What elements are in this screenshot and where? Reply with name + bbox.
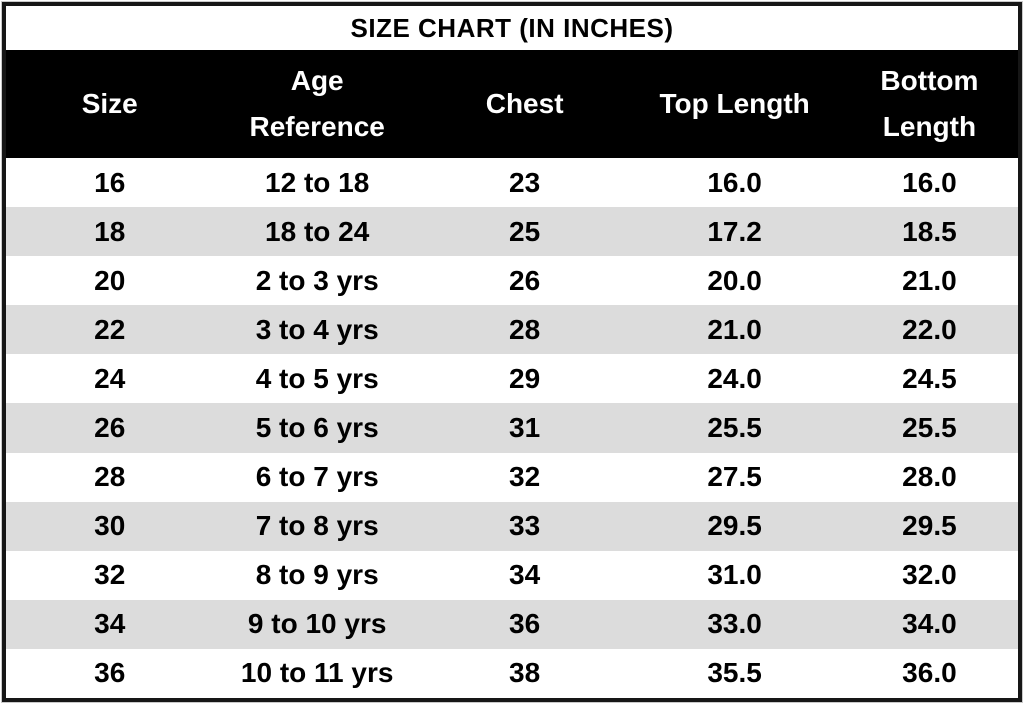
table-row: 22 3 to 4 yrs 28 21.0 22.0 <box>6 305 1018 355</box>
cell-chest: 28 <box>509 313 541 345</box>
cell-bottom-length: 22.0 <box>902 313 957 345</box>
cell-bottom-length: 29.5 <box>902 510 957 542</box>
table-row: 18 18 to 24 25 17.2 18.5 <box>6 207 1018 257</box>
cell-bottom-length: 25.5 <box>902 412 957 444</box>
cell-age-reference: 9 to 10 yrs <box>247 608 387 640</box>
cell-chest: 33 <box>509 510 541 542</box>
table-row: 20 2 to 3 yrs 26 20.0 21.0 <box>6 256 1018 306</box>
header-label: Reference <box>249 111 385 142</box>
cell-top-length: 21.0 <box>707 313 762 345</box>
table-row: 28 6 to 7 yrs 32 27.5 28.0 <box>6 452 1018 502</box>
cell-size: 30 <box>94 510 126 542</box>
header-cell-bottom-length: Bottom Length <box>841 50 1018 158</box>
header-cell-top-length: Top Length <box>628 50 841 158</box>
cell-chest: 34 <box>509 559 541 591</box>
cell-bottom-length: 36.0 <box>902 657 957 689</box>
chart-title: SIZE CHART (IN INCHES) <box>6 6 1018 50</box>
table-row: 34 9 to 10 yrs 36 33.0 34.0 <box>6 599 1018 649</box>
cell-age-reference: 6 to 7 yrs <box>255 461 379 493</box>
cell-age-reference: 18 to 24 <box>265 215 370 247</box>
cell-size: 20 <box>94 264 126 296</box>
cell-size: 22 <box>94 313 126 345</box>
table-row: 26 5 to 6 yrs 31 25.5 25.5 <box>6 403 1018 453</box>
cell-age-reference: 7 to 8 yrs <box>255 510 379 542</box>
cell-top-length: 17.2 <box>707 215 762 247</box>
cell-bottom-length: 32.0 <box>902 559 957 591</box>
cell-bottom-length: 28.0 <box>902 461 957 493</box>
cell-age-reference: 4 to 5 yrs <box>255 362 379 394</box>
cell-size: 26 <box>94 412 126 444</box>
cell-age-reference: 10 to 11 yrs <box>240 657 394 689</box>
cell-chest: 25 <box>509 215 541 247</box>
cell-top-length: 16.0 <box>707 166 762 198</box>
cell-bottom-length: 16.0 <box>902 166 957 198</box>
header-cell-chest: Chest <box>421 50 628 158</box>
table-row: 36 10 to 11 yrs 38 35.5 36.0 <box>6 648 1018 699</box>
header-label: Chest <box>485 87 564 119</box>
table-body: 16 12 to 18 23 16.0 16.0 18 18 to 24 25 … <box>6 158 1018 699</box>
cell-top-length: 25.5 <box>707 412 762 444</box>
table-row: 24 4 to 5 yrs 29 24.0 24.5 <box>6 354 1018 404</box>
cell-size: 16 <box>94 166 126 198</box>
header-label: Bottom <box>880 64 979 96</box>
table-row: 30 7 to 8 yrs 33 29.5 29.5 <box>6 501 1018 551</box>
cell-chest: 23 <box>509 166 541 198</box>
table-row: 32 8 to 9 yrs 34 31.0 32.0 <box>6 550 1018 600</box>
cell-chest: 26 <box>509 264 541 296</box>
cell-bottom-length: 18.5 <box>902 215 957 247</box>
cell-chest: 31 <box>509 412 541 444</box>
table-row: 16 12 to 18 23 16.0 16.0 <box>6 158 1018 208</box>
cell-bottom-length: 24.5 <box>902 362 957 394</box>
cell-bottom-length: 21.0 <box>902 264 957 296</box>
cell-top-length: 31.0 <box>707 559 762 591</box>
header-label: Size <box>81 87 138 119</box>
header-row: Size Age Reference Chest Top Length Bott… <box>6 50 1018 158</box>
cell-chest: 38 <box>509 657 541 689</box>
cell-bottom-length: 34.0 <box>902 608 957 640</box>
cell-age-reference: 2 to 3 yrs <box>255 264 379 296</box>
header-cell-age-reference: Age Reference <box>213 50 420 158</box>
cell-top-length: 35.5 <box>707 657 762 689</box>
cell-top-length: 29.5 <box>707 510 762 542</box>
cell-age-reference: 8 to 9 yrs <box>255 559 379 591</box>
cell-age-reference: 5 to 6 yrs <box>255 412 379 444</box>
cell-size: 34 <box>94 608 126 640</box>
header-cell-size: Size <box>6 50 213 158</box>
cell-age-reference: 3 to 4 yrs <box>255 313 379 345</box>
cell-size: 36 <box>94 657 126 689</box>
cell-top-length: 33.0 <box>707 608 762 640</box>
cell-chest: 36 <box>509 608 541 640</box>
header-label: Length <box>882 111 977 142</box>
header-label: Age <box>290 64 344 96</box>
cell-size: 24 <box>94 362 126 394</box>
header-label: Top Length <box>659 87 810 119</box>
cell-chest: 29 <box>509 362 541 394</box>
cell-top-length: 20.0 <box>707 264 762 296</box>
cell-age-reference: 12 to 18 <box>265 166 370 198</box>
cell-chest: 32 <box>509 461 541 493</box>
cell-size: 28 <box>94 461 126 493</box>
cell-size: 32 <box>94 559 126 591</box>
cell-top-length: 24.0 <box>707 362 762 394</box>
cell-size: 18 <box>94 215 126 247</box>
cell-top-length: 27.5 <box>707 461 762 493</box>
